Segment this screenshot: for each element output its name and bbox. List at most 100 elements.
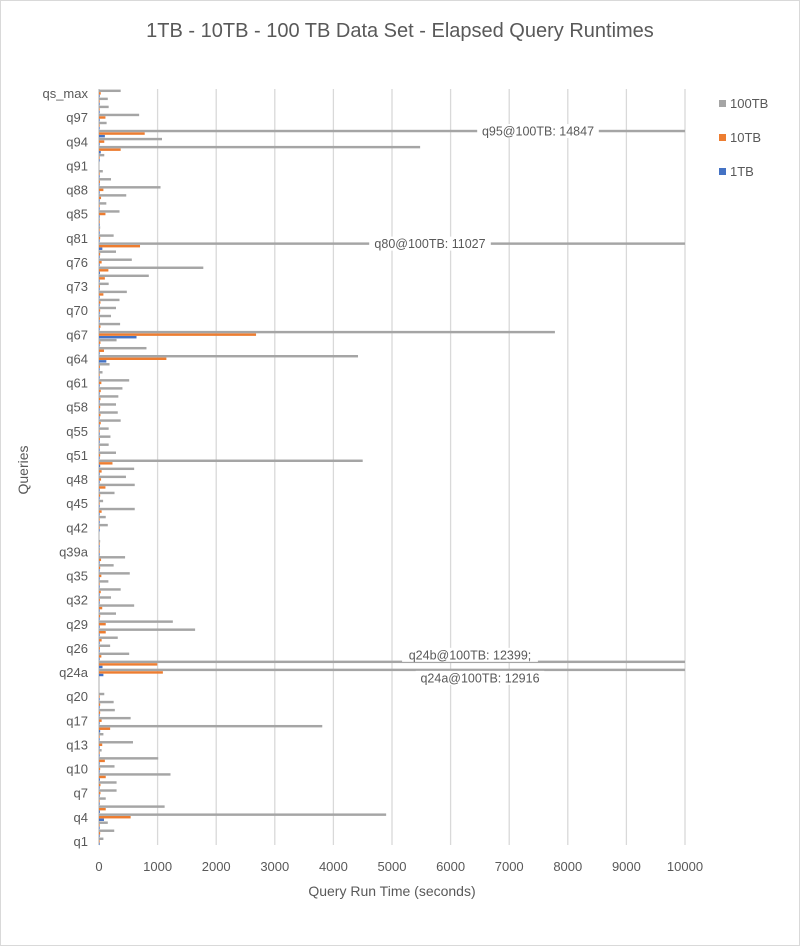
bar-1TB-q62 xyxy=(99,376,100,379)
bar-1TB-q11 xyxy=(99,762,100,765)
bar-10TB-q61 xyxy=(99,381,102,385)
legend-swatch-100TB xyxy=(719,100,726,107)
bar-100TB-q66 xyxy=(99,338,117,342)
bar-1TB-q89 xyxy=(99,183,100,186)
bar-10TB-q71 xyxy=(99,301,101,304)
gridlines xyxy=(98,89,686,845)
bar-1TB-q65 xyxy=(99,352,100,355)
annotation-bg xyxy=(369,236,491,251)
legend-label: 1TB xyxy=(730,164,754,179)
bar-1TB-q74 xyxy=(99,279,100,283)
bar-100TB-q8 xyxy=(99,781,117,784)
bar-10TB-q70 xyxy=(99,309,101,312)
y-tick-label: q91 xyxy=(66,158,88,173)
bar-100TB-q45 xyxy=(99,499,104,503)
bar-10TB-q68 xyxy=(99,325,101,328)
bar-1TB-q71 xyxy=(99,303,100,307)
bar-10TB-q2 xyxy=(99,832,101,835)
bar-10TB-q57 xyxy=(99,413,101,417)
bar-10TB-q1 xyxy=(99,840,100,843)
y-axis-title: Queries xyxy=(15,445,31,494)
bar-1TB-qs_max xyxy=(99,94,100,98)
bar-10TB-q73 xyxy=(99,285,100,288)
bar-100TB-q63 xyxy=(99,363,110,366)
bar-1TB-q36 xyxy=(99,569,100,572)
y-tick-label: q45 xyxy=(66,496,88,511)
annotation-bg xyxy=(402,647,538,662)
bar-1TB-q24b xyxy=(99,665,103,669)
bar-1TB-q99 xyxy=(99,102,100,106)
bar-1TB-q31 xyxy=(99,609,100,612)
y-tick-label: q17 xyxy=(66,713,88,728)
bar-100TB-q81 xyxy=(99,234,114,237)
x-tick-label: 2000 xyxy=(202,859,231,874)
legend-swatch-10TB xyxy=(719,134,726,141)
bar-1TB-q39b xyxy=(99,545,100,548)
bar-1TB-q94 xyxy=(99,142,100,146)
bar-1TB-q46 xyxy=(99,496,100,500)
bar-100TB-q69 xyxy=(99,314,112,318)
bar-1TB-q9 xyxy=(99,778,100,781)
y-tick-label: q20 xyxy=(66,689,88,704)
annotation-label: q24b@100TB: 12399; xyxy=(409,648,532,662)
chart-title: 1TB - 10TB - 100 TB Data Set - Elapsed Q… xyxy=(146,20,654,42)
bar-100TB-q30 xyxy=(99,612,116,615)
bar-1TB-q5 xyxy=(99,810,100,813)
bar-100TB-q2 xyxy=(99,829,115,832)
bar-1TB-q92 xyxy=(99,159,100,162)
y-tick-label: q39a xyxy=(59,544,89,559)
bar-10TB-q95 xyxy=(99,132,145,135)
bar-1TB-q56 xyxy=(99,424,100,427)
x-tick-label: 6000 xyxy=(436,859,465,874)
bar-1TB-q58 xyxy=(99,408,100,411)
y-tick-label: q4 xyxy=(74,810,88,825)
bar-10TB-q43 xyxy=(99,518,100,521)
bar-1TB-q81 xyxy=(99,239,100,242)
bar-1TB-q61 xyxy=(99,384,100,387)
x-tick-label: 5000 xyxy=(378,859,407,874)
bar-100TB-q93 xyxy=(99,145,421,149)
annotation-label: q95@100TB: 14847 xyxy=(482,125,594,139)
bar-1TB-q3 xyxy=(99,826,100,830)
bar-100TB-q35 xyxy=(99,572,130,575)
bar-10TB-q20 xyxy=(99,695,100,698)
bar-1TB-q6 xyxy=(99,802,100,805)
bar-1TB-q60 xyxy=(99,392,100,395)
bar-1TB-q96 xyxy=(99,126,100,130)
bar-100TB-q27 xyxy=(99,636,118,639)
bar-1TB-q52 xyxy=(99,448,100,452)
y-tick-label: q97 xyxy=(66,110,88,125)
bar-10TB-q89 xyxy=(99,180,100,184)
y-tick-label: q26 xyxy=(66,641,88,656)
x-tick-label: 10000 xyxy=(667,859,703,874)
bar-10TB-q87 xyxy=(99,196,102,200)
bar-10TB-q55 xyxy=(99,429,100,433)
bar-1TB-q26 xyxy=(99,649,100,653)
bar-100TB-q56 xyxy=(99,419,121,422)
bar-1TB-q73 xyxy=(99,287,100,291)
bar-100TB-q28 xyxy=(99,628,196,631)
bar-10TB-q85 xyxy=(99,212,106,216)
bar-1TB-q70 xyxy=(99,311,100,315)
bar-10TB-q35 xyxy=(99,574,102,578)
legend: 100TB 10TB 1TB xyxy=(719,96,768,179)
bar-100TB-q17 xyxy=(99,716,131,720)
bar-10TB-q51 xyxy=(99,454,101,457)
bar-1TB-q34 xyxy=(99,585,100,588)
bar-1TB-q48 xyxy=(99,480,100,484)
bar-100TB-q62 xyxy=(99,371,103,374)
bar-10TB-q53 xyxy=(99,437,100,441)
bar-10TB-q36 xyxy=(99,566,101,570)
y-tick-label: q10 xyxy=(66,762,88,777)
bar-10TB-qs_max xyxy=(99,92,101,95)
bar-100TB-q67 xyxy=(99,330,555,334)
bar-10TB-q64 xyxy=(99,357,167,361)
bar-10TB-q82 xyxy=(99,228,100,232)
bar-1TB-q75 xyxy=(99,271,100,275)
bar-10TB-q39a xyxy=(99,550,100,554)
y-tick-label: q58 xyxy=(66,400,88,415)
bar-1TB-q24a xyxy=(99,673,104,677)
bar-10TB-q80 xyxy=(99,244,141,248)
bar-100TB-q98 xyxy=(99,105,109,109)
bar-100TB-q94 xyxy=(99,137,162,141)
